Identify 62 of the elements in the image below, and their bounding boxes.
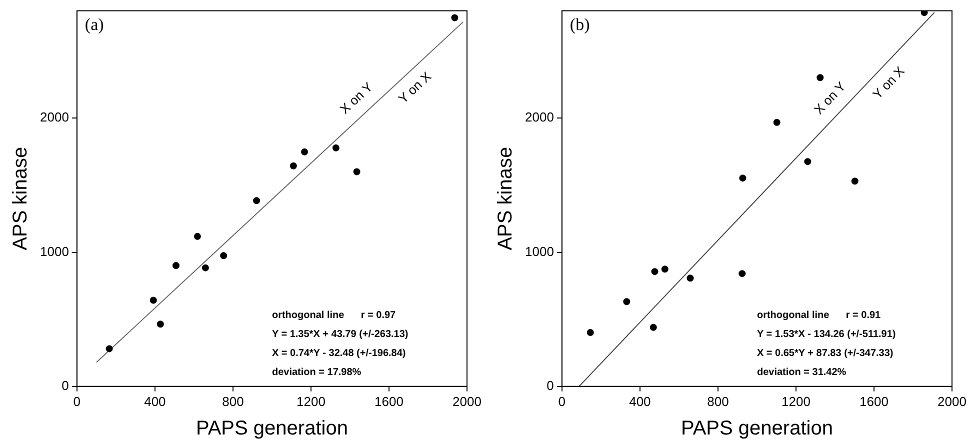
y-axis-title: APS kinase bbox=[494, 146, 517, 250]
x-tick-label: 400 bbox=[144, 394, 166, 409]
annotation: X = 0.65*Y + 87.83 (+/-347.33) bbox=[756, 348, 894, 360]
point bbox=[773, 118, 780, 126]
y-tick-label: 1000 bbox=[525, 244, 554, 259]
x-tick-label: 800 bbox=[707, 394, 729, 409]
point bbox=[451, 14, 458, 22]
point bbox=[661, 266, 668, 273]
annotation: Y = 1.53*X - 134.26 (+/-511.91) bbox=[756, 329, 896, 340]
chart-title: (b) bbox=[570, 14, 590, 34]
annotation: X on Y bbox=[336, 79, 376, 117]
annotation: orthogonal line r = 0.97 bbox=[272, 310, 396, 322]
x-tick-label: 400 bbox=[629, 394, 651, 409]
point bbox=[851, 178, 858, 185]
point bbox=[301, 148, 308, 156]
annotation: X = 0.74*Y - 32.48 (+/-196.84) bbox=[272, 348, 406, 360]
annotation: orthogonal line r = 0.91 bbox=[756, 310, 882, 322]
y-tick-label: 0 bbox=[62, 378, 69, 393]
point bbox=[156, 320, 164, 328]
point bbox=[194, 232, 201, 240]
annotation: deviation = 17.98% bbox=[272, 367, 362, 378]
chart-title: (a) bbox=[84, 14, 104, 34]
point bbox=[106, 345, 113, 352]
x-axis-title: PAPS generation bbox=[196, 418, 348, 440]
annotation: Y on X bbox=[870, 63, 908, 102]
x-tick-label: 1200 bbox=[296, 394, 326, 409]
x-tick-label: 0 bbox=[73, 394, 81, 409]
x-tick-label: 2000 bbox=[938, 394, 966, 409]
y-axis-title: APS kinase bbox=[10, 146, 32, 250]
point bbox=[290, 162, 297, 170]
annotation: Y on X bbox=[395, 68, 434, 106]
point bbox=[353, 168, 360, 176]
x-tick-label: 2000 bbox=[452, 394, 482, 409]
point bbox=[650, 324, 657, 331]
point bbox=[586, 328, 594, 336]
point bbox=[332, 144, 340, 152]
point bbox=[920, 10, 928, 16]
point bbox=[816, 74, 824, 82]
point bbox=[202, 264, 209, 272]
x-tick-label: 1600 bbox=[860, 394, 888, 409]
point bbox=[253, 197, 260, 204]
point bbox=[804, 158, 812, 166]
y-tick-label: 2000 bbox=[525, 110, 554, 125]
point bbox=[738, 270, 746, 278]
x-axis-title: PAPS generation bbox=[680, 418, 833, 440]
annotation: X on Y bbox=[811, 78, 849, 118]
x-tick-label: 800 bbox=[222, 394, 244, 409]
y-tick-label: 2000 bbox=[40, 110, 69, 125]
x-tick-label: 1200 bbox=[782, 394, 810, 409]
point bbox=[150, 296, 157, 304]
point bbox=[686, 274, 694, 282]
annotation: deviation = 31.42% bbox=[756, 367, 846, 378]
annotation: Y = 1.35*X + 43.79 (+/-263.13) bbox=[272, 329, 408, 340]
x-tick-label: 0 bbox=[558, 394, 566, 409]
point bbox=[172, 262, 180, 270]
point bbox=[220, 252, 228, 260]
point bbox=[739, 174, 746, 182]
point bbox=[651, 268, 658, 276]
y-tick-label: 0 bbox=[546, 378, 554, 393]
y-tick-label: 1000 bbox=[40, 244, 69, 259]
point bbox=[623, 298, 630, 306]
x-tick-label: 1600 bbox=[374, 394, 404, 409]
